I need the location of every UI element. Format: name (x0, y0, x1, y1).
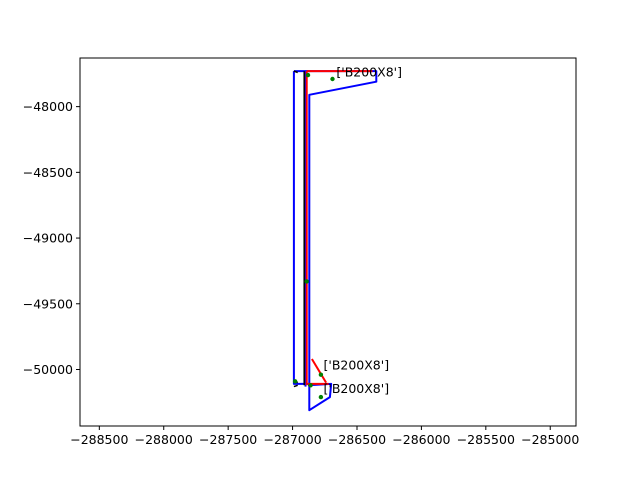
data-layer (292, 70, 378, 412)
y-tick-label: −49000 (23, 231, 73, 246)
annotation-label: ['B200X8'] (324, 358, 390, 373)
annotation-label: ['B200X8'] (324, 381, 390, 396)
axes-frame (79, 57, 577, 427)
x-tick-label: −286000 (392, 432, 450, 447)
black-segment (293, 384, 298, 388)
annotation-label: ['B200X8'] (336, 64, 402, 79)
data-point (308, 383, 313, 388)
centerline-segment (311, 358, 327, 384)
y-tick-label: −48500 (23, 165, 73, 180)
x-tick-label: −285000 (521, 432, 579, 447)
y-axis: −48000 −48500 −49000 −49500 −50000 (23, 99, 80, 377)
x-tick-label: −287000 (263, 432, 321, 447)
outline-segment (292, 70, 378, 385)
annotation-layer: ['B200X8'] ['B200X8'] ['B200X8'] (324, 64, 402, 396)
x-tick-label: −286500 (328, 432, 386, 447)
data-point (292, 379, 298, 384)
x-tick-label: −288500 (70, 432, 128, 447)
x-tick-label: −287500 (199, 432, 257, 447)
x-tick-label: −285500 (457, 432, 515, 447)
black-segment (293, 70, 298, 74)
data-point (305, 72, 311, 78)
y-tick-label: −50000 (23, 362, 73, 377)
x-axis: −288500 −288000 −287500 −287000 −286500 −2860… (70, 426, 579, 447)
data-point (304, 279, 309, 284)
y-tick-label: −48000 (23, 99, 73, 114)
data-point (318, 394, 324, 400)
x-tick-label: −288000 (135, 432, 193, 447)
y-tick-label: −49500 (23, 296, 73, 311)
data-point (330, 76, 335, 82)
data-point (318, 372, 324, 377)
